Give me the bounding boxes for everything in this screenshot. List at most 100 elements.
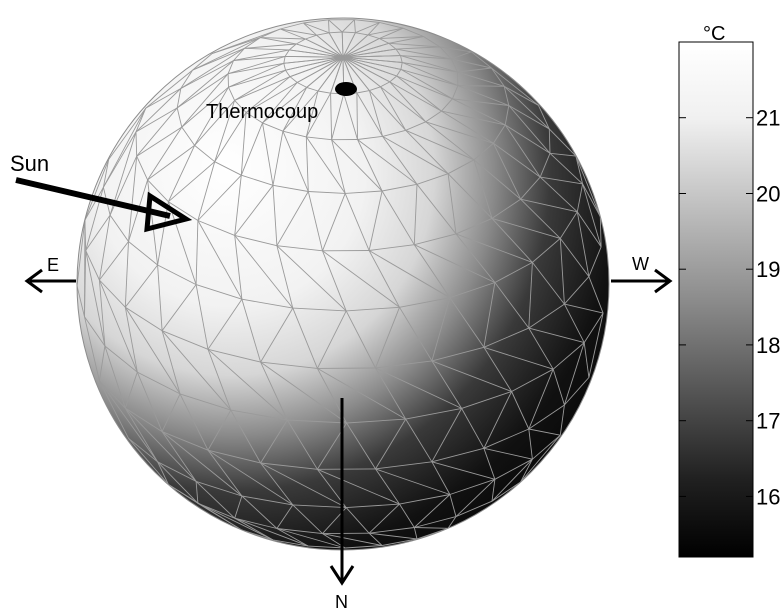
mesh-edge bbox=[504, 124, 541, 178]
mesh-edge bbox=[528, 327, 585, 344]
mesh-edge bbox=[296, 82, 307, 88]
mesh-edge bbox=[483, 346, 554, 370]
mesh-edge bbox=[161, 431, 209, 451]
mesh-edge bbox=[260, 28, 281, 39]
triangular-mesh bbox=[77, 19, 604, 549]
mesh-edge bbox=[342, 48, 397, 58]
mesh-edge bbox=[492, 143, 522, 200]
mesh-edge bbox=[414, 244, 496, 283]
mesh-edge bbox=[399, 494, 450, 505]
mesh-edge bbox=[260, 462, 318, 470]
colorbar-ticks: 21 20 19 18 17 16 bbox=[679, 106, 780, 509]
mesh-edge bbox=[449, 478, 496, 495]
mesh-edge bbox=[124, 307, 138, 373]
mesh-edge bbox=[260, 361, 288, 421]
mesh-edge bbox=[395, 48, 401, 56]
mesh-edge bbox=[234, 235, 243, 300]
mesh-edge bbox=[441, 110, 494, 144]
mesh-edge bbox=[331, 139, 346, 194]
mesh-edge bbox=[414, 233, 457, 246]
mesh-edge bbox=[245, 82, 298, 113]
mesh-edge bbox=[211, 37, 261, 55]
mesh-edge bbox=[549, 152, 576, 157]
colorbar-tick-label: 19 bbox=[756, 257, 780, 282]
mesh-edge bbox=[483, 391, 513, 449]
mesh-edge bbox=[84, 316, 100, 382]
mesh-edge bbox=[260, 361, 318, 369]
mesh-edge bbox=[295, 38, 306, 45]
mesh-edge bbox=[207, 449, 261, 464]
mesh-edge bbox=[179, 393, 209, 451]
mesh-edge bbox=[357, 139, 418, 185]
mesh-edge bbox=[195, 284, 243, 300]
mesh-edge bbox=[262, 82, 298, 124]
mesh-edge bbox=[451, 85, 459, 99]
mesh-edge bbox=[493, 124, 506, 144]
mesh-edge bbox=[494, 282, 530, 329]
mesh-edge bbox=[276, 245, 323, 252]
mesh-edge bbox=[124, 407, 197, 482]
mesh-edge bbox=[84, 159, 110, 221]
mesh-edge bbox=[483, 347, 512, 392]
mesh-edge bbox=[400, 55, 403, 63]
mesh-edge bbox=[207, 348, 288, 421]
mesh-edge bbox=[457, 67, 492, 73]
mesh-edge bbox=[303, 19, 329, 24]
mesh-edge bbox=[245, 76, 291, 113]
mesh-edge bbox=[77, 285, 85, 317]
mesh-edge bbox=[282, 130, 307, 138]
mesh-edge bbox=[382, 129, 406, 137]
mesh-edge bbox=[330, 57, 344, 94]
mesh-edge bbox=[564, 276, 590, 305]
mesh-edge bbox=[575, 155, 584, 185]
mesh-edge bbox=[305, 90, 319, 138]
mesh-edge bbox=[104, 345, 138, 373]
colorbar-tick-label: 18 bbox=[756, 333, 780, 358]
mesh-edge bbox=[461, 408, 485, 449]
mesh-edge bbox=[282, 87, 308, 132]
mesh-edge bbox=[245, 112, 263, 124]
mesh-edge bbox=[197, 502, 235, 519]
mesh-edge bbox=[400, 62, 403, 70]
mesh-edge bbox=[563, 342, 585, 406]
mesh-edge bbox=[345, 310, 376, 369]
colorbar-tick-label: 21 bbox=[756, 106, 780, 131]
mesh-edge bbox=[382, 183, 418, 192]
mesh-edge bbox=[528, 327, 554, 370]
mesh-edge bbox=[207, 409, 232, 451]
mesh-edge bbox=[455, 233, 496, 283]
mesh-edge bbox=[379, 38, 390, 44]
mesh-edge bbox=[98, 215, 111, 281]
east-label: E bbox=[47, 255, 59, 275]
mesh-edge bbox=[99, 380, 158, 463]
mesh-edge bbox=[576, 211, 590, 277]
mesh-edge bbox=[283, 56, 286, 64]
mesh-edge bbox=[195, 481, 236, 519]
mesh-edge bbox=[197, 502, 242, 531]
mesh-edge bbox=[147, 126, 183, 181]
mesh-edge bbox=[457, 85, 509, 106]
mesh-edge bbox=[157, 264, 197, 286]
mesh-edge bbox=[260, 37, 297, 45]
mesh-edge bbox=[431, 461, 496, 480]
mesh-edge bbox=[583, 312, 604, 343]
mesh-edge bbox=[389, 75, 397, 83]
mesh-edge bbox=[511, 391, 530, 430]
mesh-edge bbox=[508, 105, 550, 130]
mesh-edge bbox=[400, 55, 452, 60]
mesh-edge bbox=[483, 282, 496, 348]
mesh-edge bbox=[494, 262, 533, 283]
mesh-edge bbox=[328, 19, 343, 33]
mesh-edge bbox=[168, 161, 215, 203]
mesh-edge bbox=[276, 504, 294, 529]
mesh-edge bbox=[322, 533, 383, 546]
mesh-edge bbox=[368, 503, 400, 534]
mesh-edge bbox=[447, 516, 457, 529]
mesh-edge bbox=[367, 34, 380, 39]
mesh-edge bbox=[284, 49, 290, 57]
mesh-edge bbox=[528, 262, 533, 329]
mesh-edge bbox=[355, 32, 369, 36]
mesh-edge bbox=[388, 42, 440, 48]
mesh-edge bbox=[292, 504, 323, 534]
mesh-edge bbox=[447, 159, 475, 175]
